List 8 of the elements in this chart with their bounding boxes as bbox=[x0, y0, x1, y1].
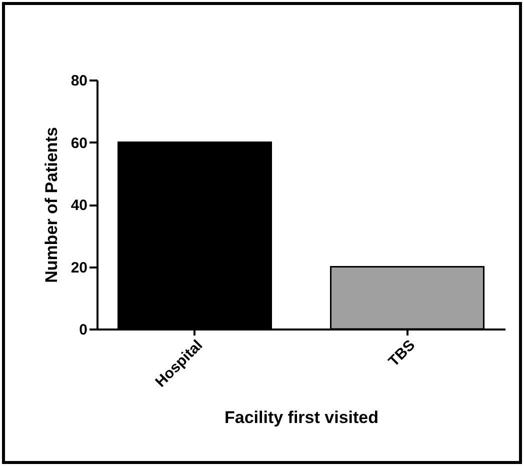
y-tick-label: 60 bbox=[70, 134, 88, 152]
x-tick-label: TBS bbox=[385, 336, 419, 370]
y-tick-label: 0 bbox=[79, 322, 88, 338]
y-tick-label: 80 bbox=[70, 72, 88, 90]
x-axis-title: Facility first visited bbox=[224, 408, 378, 427]
y-tick-label: 40 bbox=[70, 197, 88, 214]
y-tick-label: 20 bbox=[70, 259, 88, 276]
y-axis-title: Number of Patients bbox=[42, 127, 61, 283]
